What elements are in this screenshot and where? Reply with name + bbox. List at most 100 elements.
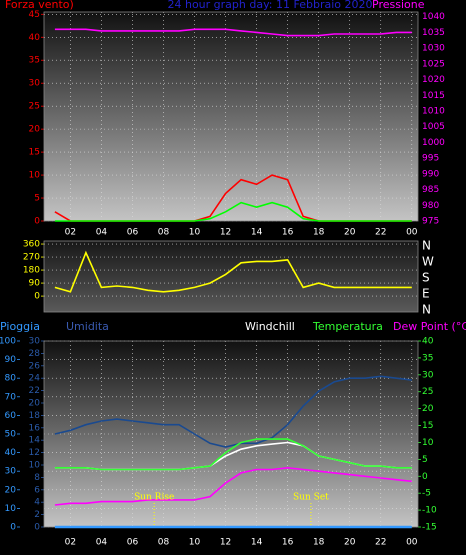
x-tick-label: 02 bbox=[65, 228, 76, 238]
y3-tick-label: 12 bbox=[29, 448, 40, 458]
sun-label: Sun Rise bbox=[134, 493, 174, 503]
y2-tick-label: 1020 bbox=[422, 75, 445, 85]
y3-tick-label: 18 bbox=[29, 411, 41, 421]
y2-tick-label: W bbox=[422, 254, 434, 268]
legend-entry: Umidita bbox=[66, 320, 109, 333]
series-line bbox=[54, 250, 412, 293]
y2-tick-label: 1000 bbox=[422, 138, 445, 148]
y2-tick-label: 1015 bbox=[422, 91, 445, 101]
y-tick-label: 100 bbox=[0, 337, 16, 347]
y-tick-label: 40 bbox=[29, 33, 41, 43]
plot-area bbox=[44, 241, 418, 312]
y2-tick-label: 25 bbox=[422, 387, 433, 397]
y3-tick-label: 28 bbox=[29, 349, 41, 359]
y-tick-label: 45 bbox=[29, 10, 40, 20]
y2-tick-label: 990 bbox=[422, 169, 439, 179]
y-tick-label: 60 bbox=[5, 411, 17, 421]
y2-tick-label: 15 bbox=[422, 421, 433, 431]
plot-area bbox=[44, 341, 418, 527]
y-tick-label: 10 bbox=[29, 171, 41, 181]
x-tick-label: 16 bbox=[282, 538, 294, 548]
x-tick-label: 16 bbox=[282, 228, 294, 238]
series-line bbox=[54, 28, 412, 37]
x-tick-label: 10 bbox=[189, 538, 201, 548]
wind-label: Forza vento) bbox=[5, 0, 74, 11]
y-tick-label: 70 bbox=[5, 392, 17, 402]
plot-area bbox=[44, 12, 418, 221]
x-tick-label: 12 bbox=[220, 538, 231, 548]
y3-tick-label: 20 bbox=[29, 399, 41, 409]
y-tick-label: 10 bbox=[5, 504, 17, 514]
x-tick-label: 04 bbox=[96, 538, 108, 548]
y-tick-label: 180 bbox=[23, 266, 40, 276]
x-tick-label: 02 bbox=[65, 538, 76, 548]
pressure-label: Pressione bbox=[372, 0, 425, 11]
y3-tick-label: 10 bbox=[29, 461, 41, 471]
y3-tick-label: 4 bbox=[34, 498, 40, 508]
x-tick-label: 00 bbox=[406, 228, 418, 238]
sun-label: Sun Set bbox=[293, 493, 329, 503]
y-tick-label: 25 bbox=[29, 102, 40, 112]
x-tick-label: 06 bbox=[127, 538, 139, 548]
y-tick-label: 270 bbox=[23, 253, 40, 263]
y3-tick-label: 24 bbox=[29, 374, 41, 384]
y-tick-label: 0 bbox=[34, 292, 40, 302]
y2-tick-label: 20 bbox=[422, 404, 434, 414]
y3-tick-label: 8 bbox=[34, 473, 40, 483]
y2-tick-label: 1040 bbox=[422, 12, 445, 22]
y-tick-label: 20 bbox=[5, 485, 17, 495]
y-tick-label: 20 bbox=[29, 125, 41, 135]
y2-tick-label: 1005 bbox=[422, 122, 445, 132]
y2-tick-label: N bbox=[422, 238, 431, 252]
legend-entry: Temperatura bbox=[312, 320, 383, 333]
y-tick-label: 80 bbox=[5, 374, 17, 384]
plot-frame bbox=[43, 240, 419, 313]
series-line bbox=[54, 466, 412, 506]
y2-tick-label: -15 bbox=[422, 523, 437, 533]
y2-tick-label: 0 bbox=[422, 472, 428, 482]
y-tick-label: 40 bbox=[5, 448, 17, 458]
y2-tick-label: 1035 bbox=[422, 28, 445, 38]
y-tick-label: 50 bbox=[5, 430, 17, 440]
y2-tick-label: 975 bbox=[422, 217, 439, 227]
x-tick-label: 00 bbox=[406, 538, 418, 548]
series-line bbox=[54, 438, 412, 471]
legend-entry: Pioggia bbox=[0, 320, 40, 333]
series-line bbox=[54, 375, 412, 448]
y-tick-label: 35 bbox=[29, 56, 40, 66]
x-tick-label: 06 bbox=[127, 228, 139, 238]
plot-frame bbox=[43, 11, 419, 222]
y2-tick-label: -10 bbox=[422, 506, 437, 516]
x-tick-label: 22 bbox=[375, 538, 386, 548]
y2-tick-label: E bbox=[422, 286, 430, 300]
x-tick-label: 22 bbox=[375, 228, 386, 238]
x-tick-label: 20 bbox=[344, 538, 356, 548]
y-tick-label: 360 bbox=[23, 240, 40, 250]
y3-tick-label: 6 bbox=[34, 485, 40, 495]
y2-tick-label: 10 bbox=[422, 438, 434, 448]
series-line bbox=[54, 201, 412, 222]
y-tick-label: 0 bbox=[10, 523, 16, 533]
y2-tick-label: 1025 bbox=[422, 59, 445, 69]
y-tick-label: 5 bbox=[34, 194, 40, 204]
y2-tick-label: 40 bbox=[422, 337, 434, 347]
chart-title: 24 hour graph day: 11 Febbraio 2020 bbox=[167, 0, 372, 11]
x-tick-label: 08 bbox=[158, 538, 170, 548]
y2-tick-label: 985 bbox=[422, 185, 439, 195]
y-tick-label: 90 bbox=[5, 355, 17, 365]
x-tick-label: 18 bbox=[313, 538, 325, 548]
y-tick-label: 30 bbox=[5, 467, 17, 477]
x-tick-label: 04 bbox=[96, 228, 108, 238]
x-tick-label: 12 bbox=[220, 228, 231, 238]
y3-tick-label: 26 bbox=[29, 361, 41, 371]
x-tick-label: 18 bbox=[313, 228, 325, 238]
y2-tick-label: 35 bbox=[422, 353, 433, 363]
y3-tick-label: 22 bbox=[29, 386, 40, 396]
y-tick-label: 0 bbox=[34, 217, 40, 227]
y-tick-label: 15 bbox=[29, 148, 40, 158]
y2-tick-label: 995 bbox=[422, 154, 439, 164]
legend-entry: Windchill bbox=[245, 320, 295, 333]
y2-tick-label: 980 bbox=[422, 201, 439, 211]
y2-tick-label: 5 bbox=[422, 455, 428, 465]
legend-entry: Dew Point (°C) bbox=[393, 320, 466, 333]
